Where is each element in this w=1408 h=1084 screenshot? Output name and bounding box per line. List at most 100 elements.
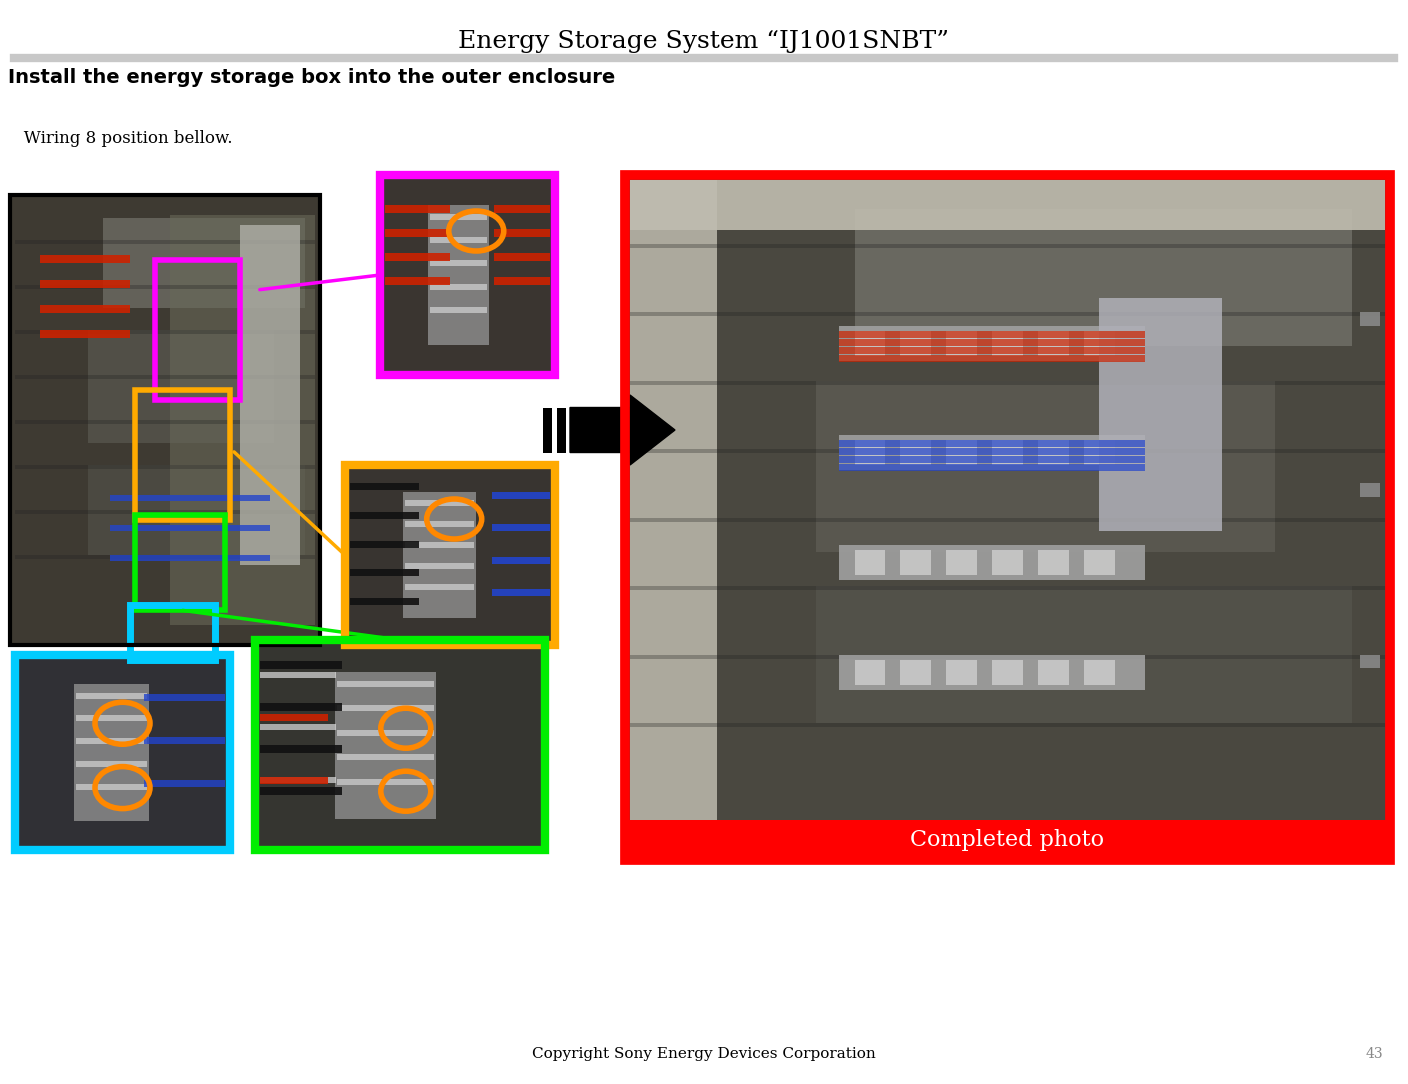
Text: Energy Storage System “IJ1001SNBT”: Energy Storage System “IJ1001SNBT”	[459, 30, 949, 53]
Bar	[855, 659, 886, 684]
Bar	[135, 390, 230, 520]
Bar	[404, 563, 474, 568]
Bar	[351, 598, 418, 605]
Bar	[993, 659, 1022, 684]
Bar	[629, 180, 1385, 230]
Text: Completed photo: Completed photo	[910, 829, 1104, 851]
Bar	[260, 745, 342, 753]
Bar	[839, 440, 1145, 448]
Bar	[946, 550, 977, 575]
Bar	[817, 586, 1352, 723]
Bar	[15, 420, 315, 424]
Bar	[1038, 440, 1069, 465]
Bar	[629, 723, 1385, 727]
Bar	[39, 305, 130, 313]
Bar	[839, 545, 1145, 580]
Bar	[855, 440, 886, 465]
FancyArrow shape	[570, 395, 674, 465]
Bar	[39, 255, 130, 263]
Bar	[130, 605, 215, 660]
Bar	[255, 640, 545, 850]
Bar	[855, 209, 1352, 346]
Text: 43: 43	[1366, 1047, 1383, 1061]
Bar	[404, 520, 474, 527]
Bar	[900, 659, 931, 684]
Bar	[337, 730, 434, 736]
Bar	[351, 483, 418, 490]
Bar	[855, 550, 886, 575]
Bar	[429, 237, 487, 243]
Bar	[946, 659, 977, 684]
Bar	[351, 569, 418, 577]
Bar	[87, 330, 273, 442]
Bar	[351, 512, 418, 519]
Text: Copyright Sony Energy Devices Corporation: Copyright Sony Energy Devices Corporatio…	[532, 1047, 876, 1061]
Bar	[337, 754, 434, 760]
Bar	[15, 240, 315, 244]
Bar	[87, 465, 304, 555]
Bar	[491, 492, 551, 499]
Bar	[39, 280, 130, 288]
Bar	[839, 436, 1145, 470]
Bar	[1038, 659, 1069, 684]
Bar	[629, 380, 1385, 385]
Bar	[946, 440, 977, 465]
Bar	[629, 655, 1385, 658]
Bar	[384, 278, 451, 285]
Bar	[491, 557, 551, 564]
Bar	[1360, 483, 1380, 496]
Bar	[76, 784, 148, 789]
Bar	[494, 229, 551, 237]
Bar	[15, 655, 230, 850]
Bar	[839, 331, 1145, 338]
Bar	[260, 661, 342, 669]
Bar	[839, 456, 1145, 463]
Bar	[491, 525, 551, 531]
Bar	[855, 331, 886, 356]
Bar	[429, 284, 487, 289]
Bar	[1038, 331, 1069, 356]
Bar	[337, 778, 434, 785]
Bar	[384, 253, 451, 261]
Bar	[900, 440, 931, 465]
Bar	[543, 408, 552, 453]
Bar	[839, 338, 1145, 346]
Bar	[110, 555, 270, 562]
Bar	[491, 590, 551, 596]
Text: Install the energy storage box into the outer enclosure: Install the energy storage box into the …	[8, 68, 615, 87]
Bar	[404, 500, 474, 505]
Bar	[625, 820, 1390, 860]
Bar	[239, 225, 300, 565]
Bar	[260, 776, 337, 783]
Bar	[629, 312, 1385, 317]
Bar	[345, 465, 555, 645]
Bar	[839, 449, 1145, 455]
Bar	[494, 278, 551, 285]
Bar	[260, 776, 328, 784]
Bar	[429, 307, 487, 313]
Bar	[946, 331, 977, 356]
Bar	[1084, 659, 1115, 684]
Bar	[839, 325, 1145, 361]
Bar	[76, 761, 148, 766]
Bar	[993, 550, 1022, 575]
Bar	[1100, 298, 1222, 531]
Bar	[384, 229, 451, 237]
Bar	[625, 175, 1390, 860]
Bar	[900, 331, 931, 356]
Bar	[404, 542, 474, 547]
Bar	[494, 205, 551, 212]
Bar	[380, 175, 555, 375]
Bar	[839, 655, 1145, 689]
Bar	[76, 715, 148, 721]
Bar	[103, 218, 304, 308]
Bar	[380, 175, 555, 375]
Bar	[429, 260, 487, 267]
Bar	[135, 515, 225, 610]
Bar	[428, 205, 490, 345]
Bar	[817, 380, 1276, 552]
Bar	[351, 541, 418, 547]
Bar	[429, 214, 487, 220]
Bar	[629, 586, 1385, 590]
Bar	[404, 583, 474, 590]
